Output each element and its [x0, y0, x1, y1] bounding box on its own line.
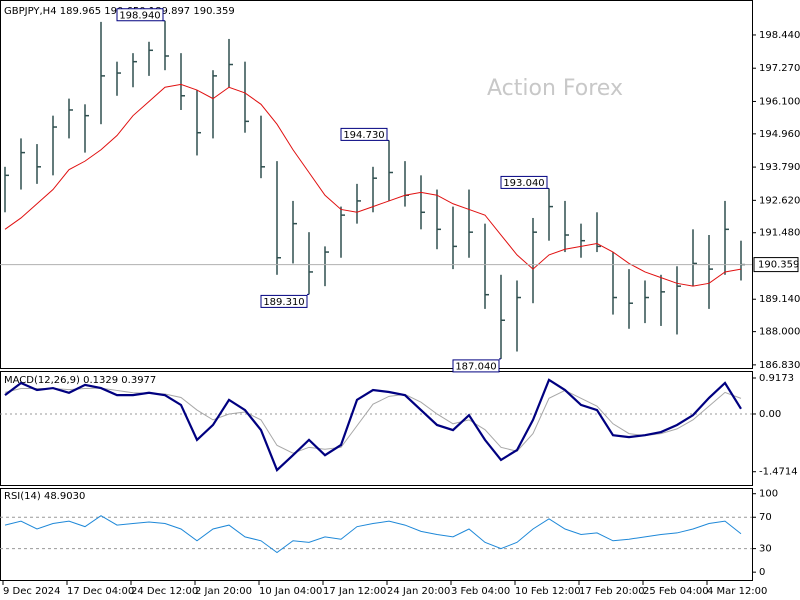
y-tick-label: 197.270: [759, 63, 800, 74]
y-tick-label: 189.140: [759, 294, 800, 305]
signal-line: [4, 387, 742, 454]
annotation-label: 194.730: [343, 130, 384, 141]
macd-frame: [0, 371, 753, 486]
macd-line: [4, 378, 742, 472]
y-tick-label: 191.480: [759, 228, 800, 239]
annotation-label: 198.940: [119, 10, 160, 21]
price-frame: [0, 0, 753, 369]
x-tick-label: 10 Feb 12:00: [515, 586, 581, 597]
y-tick-label: -1.4714: [759, 467, 798, 478]
x-tick-label: 17 Dec 04:00: [67, 586, 134, 597]
x-tick-label: 10 Jan 04:00: [259, 586, 322, 597]
x-tick-label: 17 Feb 20:00: [579, 586, 645, 597]
moving-average: [4, 83, 742, 287]
y-tick-label: 70: [759, 512, 772, 523]
last-price-box: [753, 257, 799, 273]
y-tick-label: 30: [759, 544, 772, 555]
x-tick-label: 4 Mar 12:00: [707, 586, 767, 597]
y-tick-label: 0.00: [759, 409, 781, 420]
y-tick-label: 0: [759, 567, 765, 578]
watermark: Action Forex: [487, 76, 623, 101]
annotation-label: 193.040: [503, 178, 544, 189]
annotation-box: [260, 294, 308, 308]
y-tick-label: 188.000: [759, 327, 800, 338]
x-tick-label: 17 Jan 12:00: [323, 586, 386, 597]
y-tick-label: 0.9173: [759, 373, 794, 384]
y-tick-label: 186.830: [759, 360, 800, 371]
x-tick-label: 9 Dec 2024: [3, 586, 61, 597]
x-tick-label: 24 Jan 20:00: [387, 586, 450, 597]
rsi-title: RSI(14) 48.9030: [4, 491, 85, 502]
annotation-label: 189.310: [263, 297, 304, 308]
x-tick-label: 3 Feb 04:00: [451, 586, 510, 597]
annotation-box: [500, 175, 548, 189]
macd-title: MACD(12,26,9) 0.1329 0.3977: [4, 375, 156, 386]
y-tick-label: 100: [759, 489, 778, 500]
y-tick-label: 192.620: [759, 195, 800, 206]
x-tick-label: 2 Jan 20:00: [195, 586, 252, 597]
x-tick-label: 24 Dec 12:00: [131, 586, 198, 597]
rsi-line: [4, 515, 742, 554]
annotation-box: [452, 359, 500, 373]
last-price-label: 190.359: [758, 260, 799, 271]
annotation-box: [116, 8, 164, 22]
y-tick-label: 194.960: [759, 129, 800, 140]
annotation-box: [340, 127, 388, 141]
x-tick-label: 25 Feb 04:00: [643, 586, 709, 597]
y-tick-label: 198.440: [759, 30, 800, 41]
y-tick-label: 196.100: [759, 96, 800, 107]
rsi-frame: [0, 488, 753, 581]
y-tick-label: 193.790: [759, 162, 800, 173]
annotation-label: 187.040: [455, 361, 496, 372]
